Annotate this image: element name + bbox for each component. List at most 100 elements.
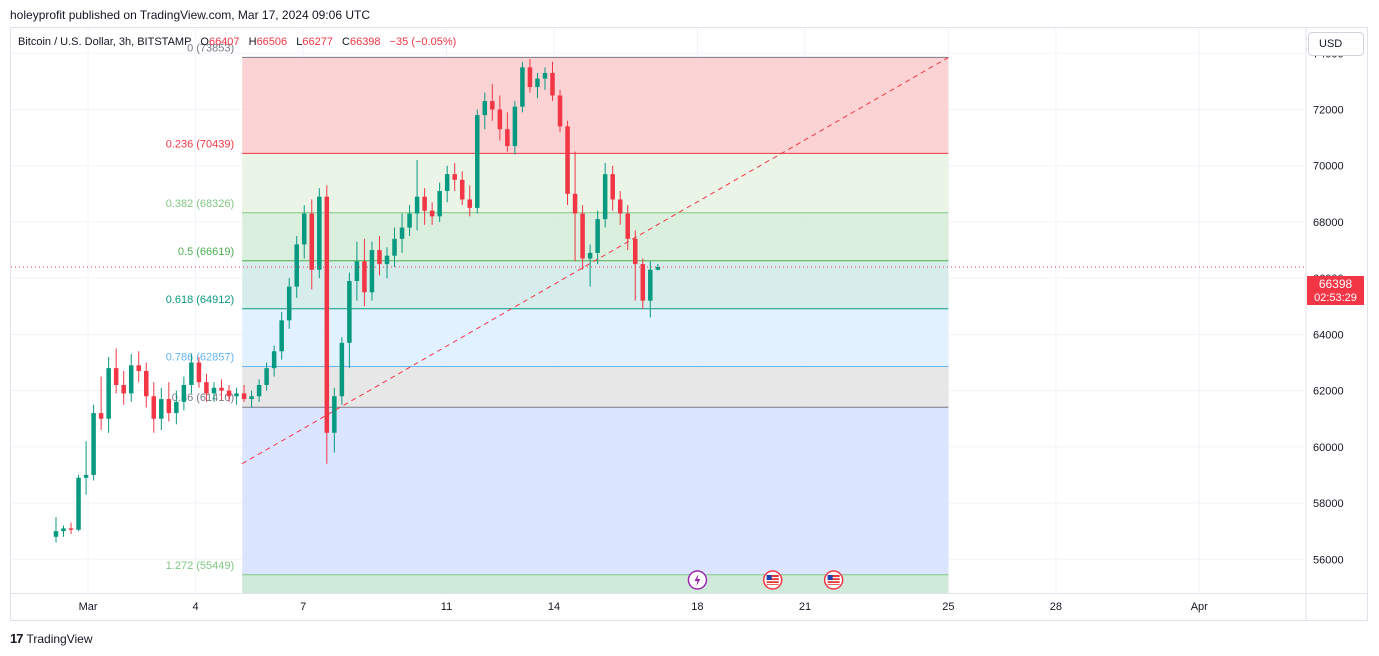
price-tick-label: 72000 [1313,105,1344,117]
candle-body [174,401,179,414]
price-tick-label: 68000 [1313,217,1344,229]
price-tick-label: 70000 [1313,161,1344,173]
bar-countdown: 02:53:29 [1314,292,1357,304]
trend-line [241,56,949,465]
candle-body [159,399,164,419]
price-tick-label: 58000 [1313,498,1344,510]
candle-body [113,368,119,385]
candle-body [392,238,397,256]
candle-body [166,399,172,414]
candle-body [444,174,450,192]
candle-body [264,368,269,385]
publisher-caption: holeyprofit published on TradingView.com… [10,8,370,22]
candle-body [535,78,540,88]
date-tick-label: 7 [300,601,306,613]
close-value: 66398 [349,36,381,48]
candle-body [414,196,420,214]
fib-level-label-0.236: 0.236 (70439) [166,138,235,150]
candle-body [234,393,239,397]
candle-body [542,72,548,79]
candle-body [106,368,111,419]
candlestick-series [53,58,661,543]
us-flag-canton [766,575,772,580]
candle-body [467,199,473,208]
candle-body [632,238,638,265]
fib-level-label-0: 0 (73853) [187,42,234,54]
economic-events [687,570,844,590]
candle-body [279,320,284,352]
candle-body [617,199,623,214]
high-label: H [248,36,257,48]
date-tick-label: Mar [79,601,98,613]
date-tick-label: 25 [942,601,954,613]
candle-body [362,261,367,293]
fib-zone-0.236 [242,153,949,213]
low-label: L [296,36,303,48]
candle-body [384,255,390,265]
price-tick-label: 56000 [1313,554,1344,566]
fib-level-label-0.786: 0.786 (62857) [166,352,235,364]
open-value: 66407 [208,36,240,48]
fib-level-label-1.272: 1.272 (55449) [166,560,235,572]
chart-frame [10,27,1368,621]
chart-overlay [11,56,1305,465]
high-value: 66506 [256,36,288,48]
candle-body [655,266,661,270]
candle-body [128,365,134,394]
date-tick-label: Apr [1191,601,1208,613]
candle-body [317,196,322,270]
candle-body [565,126,570,194]
low-value: 66277 [302,36,333,48]
price-tick-label: 64000 [1313,329,1344,341]
fib-level-label-0.382: 0.382 (68326) [166,198,235,210]
candle-body [369,250,375,293]
candle-body [452,174,457,180]
candle-body [211,387,217,394]
candle-body [76,477,81,530]
candle-body [437,191,442,217]
candle-body [429,210,435,217]
candle-body [377,250,382,265]
candle-body [422,196,427,211]
footer-brand[interactable]: 17 TradingView [10,631,93,646]
candle-body [572,193,578,214]
fib-level-label-0.86: 0.86 (61410) [172,392,234,404]
candle-body [595,219,600,253]
candle-body [475,115,480,208]
candle-body [520,67,525,107]
candle-body [482,101,488,116]
candle-body [196,362,202,383]
lightning-bolt-icon [694,574,701,586]
us-flag-stripe [766,577,779,579]
time-axis: Mar 4 7 11 14 18 21 25 28 Apr [79,601,1209,613]
candle-body [68,528,74,530]
fib-zone-0.786 [242,366,949,408]
date-tick-label: 21 [799,601,811,613]
us-flag-canton [827,575,833,580]
change-value: −35 (−0.05%) [389,36,457,48]
candle-body [527,67,533,88]
last-price-badge: 66398 02:53:29 [1307,276,1364,305]
candle-body [204,382,209,394]
candle-body [625,213,630,239]
candle-body [610,174,615,200]
price-axis: 5600058000600006200064000660006800070000… [1313,48,1344,566]
fib-zone-0.86 [242,407,949,575]
candle-body [219,387,224,391]
fib-level-label-0.618: 0.618 (64912) [166,294,235,306]
fib-zone-0.382 [242,212,949,261]
date-tick-label: 28 [1050,601,1062,613]
candle-body [241,393,247,400]
candle-body [181,384,187,402]
candle-body [602,174,608,220]
candle-body [587,252,593,259]
date-tick-label: 14 [548,601,560,613]
currency-button[interactable]: USD [1308,32,1364,56]
candle-body [61,528,66,532]
candle-body [98,413,104,419]
candle-body [648,269,653,301]
symbol-legend: Bitcoin / U.S. Dollar, 3h, BITSTAMP O664… [18,36,462,48]
candle-body [53,531,59,537]
candle-body [189,362,194,385]
